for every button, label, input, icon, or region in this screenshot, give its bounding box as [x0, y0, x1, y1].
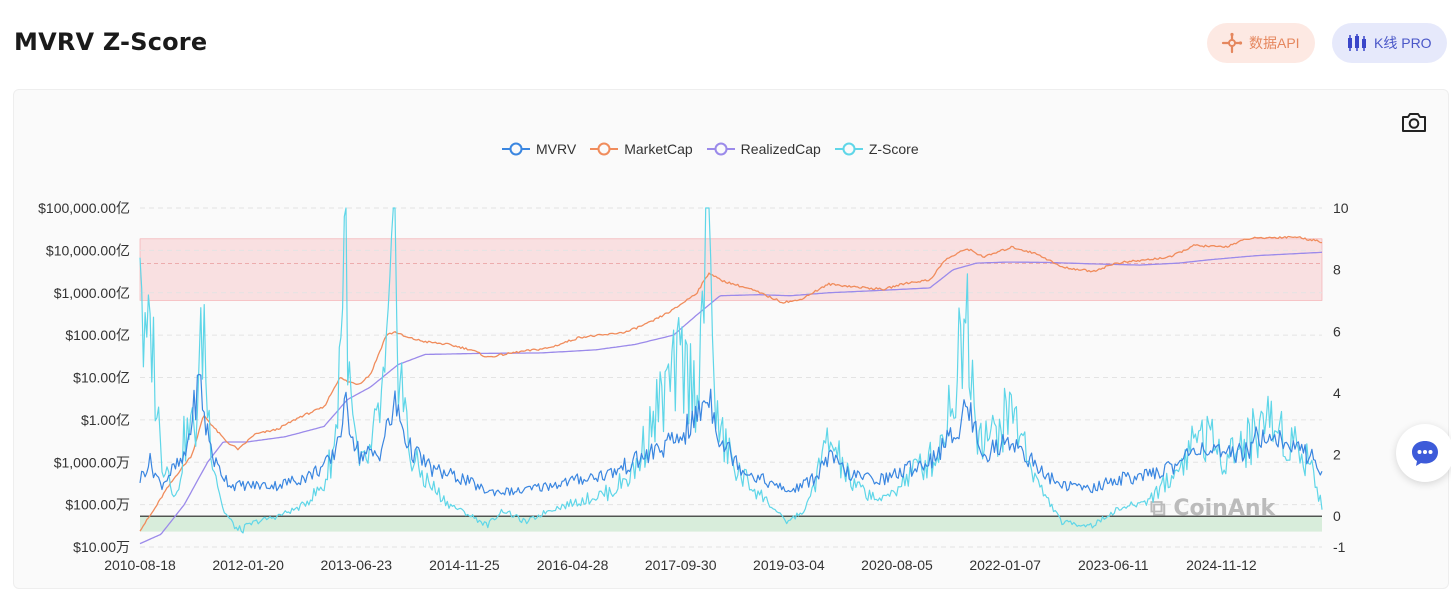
x-tick-label: 2019-03-04 [753, 557, 825, 573]
page-title: MVRV Z-Score [14, 28, 208, 56]
chat-button[interactable] [1396, 424, 1451, 482]
legend-label-mvrv: MVRV [536, 141, 577, 157]
right-tick-label: 8 [1333, 262, 1341, 278]
camera-icon[interactable] [1400, 110, 1428, 134]
x-tick-label: 2020-08-05 [861, 557, 933, 573]
chart-legend: MVRV MarketCap RealizedCap Z-Score [502, 139, 919, 159]
left-tick-label: $1.00亿 [81, 412, 130, 428]
x-tick-label: 2017-09-30 [645, 557, 717, 573]
x-tick-label: 2022-01-07 [969, 557, 1041, 573]
api-plug-icon [1221, 32, 1243, 54]
left-tick-label: $10.00亿 [73, 370, 130, 386]
left-tick-label: $100.00亿 [65, 327, 130, 343]
x-tick-label: 2016-04-28 [537, 557, 609, 573]
legend-marker-mvrv [502, 142, 530, 156]
legend-item-realizedcap[interactable]: RealizedCap [706, 141, 821, 157]
left-tick-label: $100,000.00亿 [38, 200, 130, 216]
candlestick-icon [1348, 34, 1366, 51]
right-tick-label: 0 [1333, 508, 1341, 524]
series-mvrv-line [139, 373, 1323, 497]
chat-bubble-icon [1412, 441, 1438, 466]
kline-pro-label: K线 PRO [1374, 35, 1432, 51]
data-api-button[interactable]: 数据API [1207, 23, 1315, 63]
x-tick-label: 2013-06-23 [320, 557, 392, 573]
left-tick-label: $10.00万 [73, 539, 130, 555]
x-tick-label: 2023-06-11 [1078, 557, 1149, 573]
series-realizedcap-line [139, 251, 1323, 545]
right-tick-label: 2 [1333, 447, 1341, 463]
right-tick-label: 10 [1333, 200, 1349, 216]
left-tick-label: $100.00万 [65, 497, 130, 513]
legend-label-zscore: Z-Score [868, 141, 919, 157]
legend-item-marketcap[interactable]: MarketCap [590, 141, 693, 157]
legend-marker-realizedcap [706, 142, 735, 156]
overvalued-band [139, 238, 1323, 301]
legend-label-marketcap: MarketCap [624, 141, 693, 157]
series-marketcap-line [139, 235, 1323, 532]
x-tick-label: 2014-11-25 [429, 557, 500, 573]
legend-label-realizedcap: RealizedCap [740, 141, 821, 157]
left-tick-label: $1,000.00亿 [54, 285, 130, 301]
legend-item-zscore[interactable]: Z-Score [834, 141, 919, 157]
kline-pro-button[interactable]: K线 PRO [1332, 23, 1447, 63]
right-tick-label: 6 [1333, 323, 1341, 339]
right-tick-label: -1 [1333, 539, 1346, 555]
chart-panel [13, 89, 1449, 589]
legend-item-mvrv[interactable]: MVRV [502, 141, 576, 157]
x-tick-label: 2010-08-18 [104, 557, 176, 573]
undervalued-band [140, 516, 1322, 532]
data-api-label: 数据API [1249, 35, 1300, 51]
x-tick-label: 2024-11-12 [1186, 557, 1257, 573]
left-tick-label: $1,000.00万 [54, 454, 130, 470]
legend-marker-marketcap [590, 142, 619, 156]
watermark-text: ⧉ CoinAnk [1150, 496, 1277, 521]
right-tick-label: 4 [1333, 385, 1341, 401]
x-tick-label: 2012-01-20 [212, 557, 284, 573]
legend-marker-zscore [834, 142, 863, 156]
left-tick-label: $10,000.00亿 [46, 242, 130, 258]
